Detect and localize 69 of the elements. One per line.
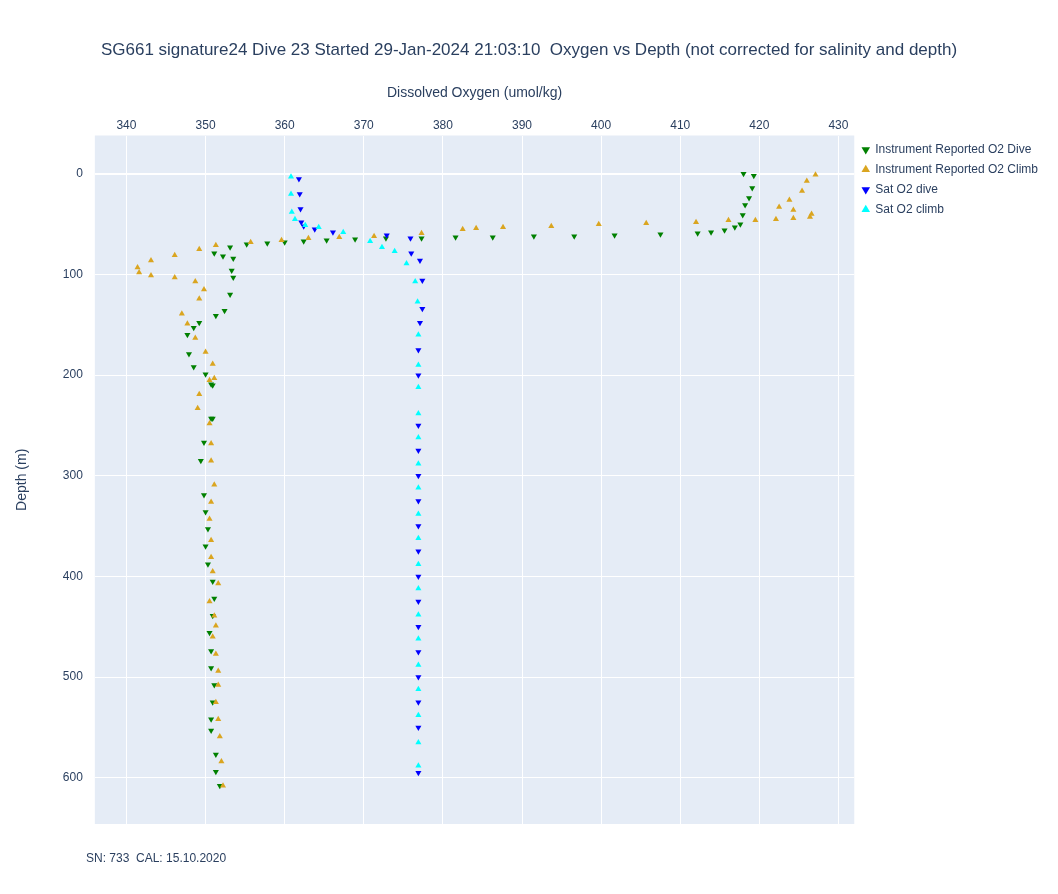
y-tick-label: 300: [62, 468, 84, 483]
point: [415, 560, 422, 567]
point: [415, 711, 422, 718]
chart-title: SG661 signature24 Dive 23 Started 29-Jan-2024 21:03:10 Oxygen vs Depth (not corrected for salinity and depth): [100, 39, 958, 59]
x-tick-label: 420: [749, 117, 770, 132]
legend-label: Instrument Reported O2 Dive: [875, 141, 1032, 156]
y-tick-label: 0: [76, 166, 84, 181]
x-tick-label: 360: [274, 117, 296, 132]
point: [403, 259, 410, 266]
point: [415, 524, 422, 530]
x-tick-label: 400: [591, 117, 612, 132]
x-tick-label: 340: [116, 117, 137, 132]
point: [315, 223, 322, 229]
point: [415, 685, 422, 691]
y-tick-label: 500: [62, 669, 84, 684]
x-axis-title: Dissolved Oxygen (umol/kg): [387, 83, 563, 100]
point: [287, 190, 295, 196]
x-tick-label: 390: [511, 117, 533, 132]
point: [288, 208, 295, 214]
x-tick-label: 370: [353, 117, 375, 132]
point: [415, 373, 422, 379]
point: [329, 230, 336, 236]
point: [415, 700, 422, 706]
point: [295, 177, 302, 183]
point: [415, 585, 422, 591]
point: [415, 661, 422, 667]
x-tick-label: 350: [195, 117, 216, 132]
point: [415, 534, 422, 540]
y-tick-label: 200: [62, 367, 84, 382]
x-tick-label: 430: [828, 117, 849, 132]
point: [415, 650, 422, 656]
y-tick-label: 100: [62, 266, 84, 281]
point: [415, 448, 422, 455]
point: [415, 474, 422, 480]
point: [340, 228, 347, 234]
point: [415, 348, 422, 354]
point: [415, 675, 422, 681]
point: [391, 247, 398, 254]
point: [296, 192, 303, 198]
point: [415, 331, 422, 337]
x-tick-label: 380: [432, 117, 454, 132]
point: [378, 243, 386, 250]
point: [415, 484, 422, 490]
point: [367, 237, 374, 244]
point: [415, 383, 422, 389]
point: [291, 215, 298, 221]
point: [287, 173, 295, 179]
point: [415, 738, 422, 745]
legend-label: Instrument Reported O2 Climb: [875, 161, 1039, 176]
text: SN: 733 CAL: 15.10.2020: [86, 851, 227, 865]
point: [415, 409, 422, 416]
point: [416, 321, 423, 327]
point: [298, 220, 305, 226]
point: [419, 278, 426, 285]
legend-label: Sat O2 climb: [875, 201, 945, 216]
point: [415, 510, 422, 516]
legend-label: Sat O2 dive: [875, 181, 939, 196]
y-tick-label: 400: [62, 568, 84, 583]
y-axis-title: Depth (m): [13, 448, 30, 511]
y-tick-label: 600: [62, 770, 84, 785]
x-tick-label: 410: [670, 117, 691, 132]
point: [415, 599, 422, 606]
point: [415, 499, 422, 505]
point: [415, 361, 422, 367]
point: [415, 770, 422, 777]
point: [415, 624, 422, 631]
point: [415, 635, 422, 641]
point: [297, 207, 304, 213]
point: [419, 306, 426, 313]
